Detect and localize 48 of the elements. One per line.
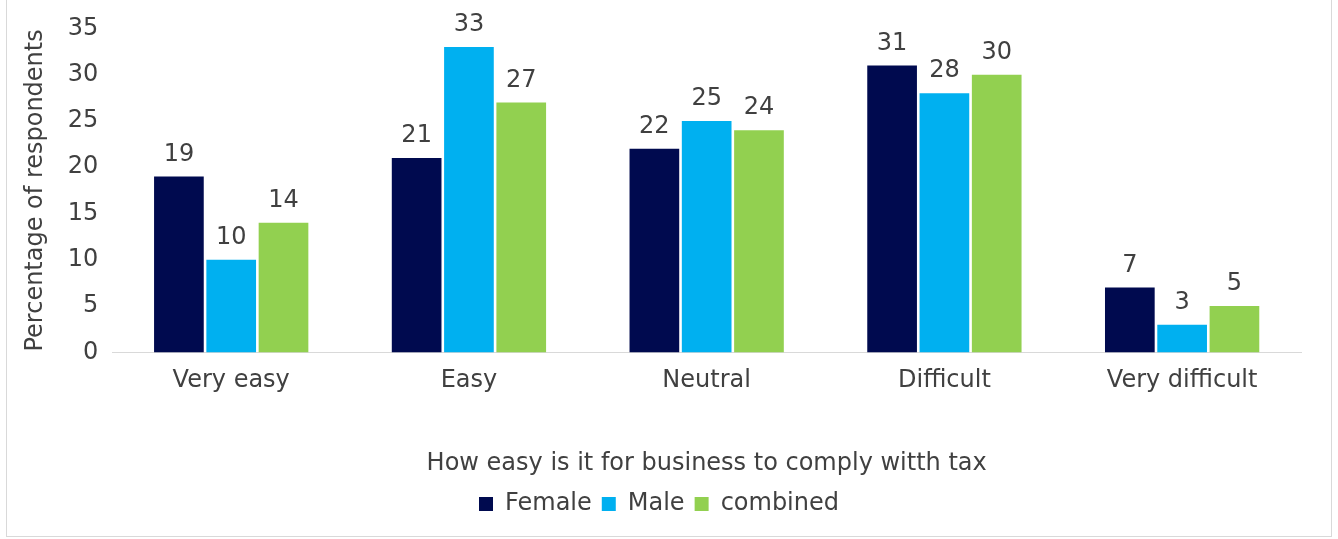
- bar: [206, 259, 257, 353]
- bar: [391, 158, 442, 353]
- data-label: 31: [876, 27, 908, 56]
- data-label: 19: [163, 138, 195, 167]
- bar: [1104, 287, 1155, 353]
- legend-label: Male: [627, 488, 685, 517]
- x-axis-title: How easy is it for business to comply witth tax: [426, 447, 987, 476]
- y-tick-label: 30: [67, 58, 99, 87]
- x-tick-label: Neutral: [662, 365, 751, 394]
- bar: [444, 46, 494, 353]
- data-label: 30: [981, 36, 1012, 65]
- bar: [1209, 306, 1260, 353]
- data-label: 22: [639, 110, 670, 139]
- data-label: 24: [743, 92, 775, 121]
- data-label: 27: [505, 64, 537, 93]
- data-label: 28: [929, 55, 960, 84]
- x-tick-label: Very difficult: [1106, 365, 1258, 394]
- bar: [496, 102, 547, 353]
- y-tick-label: 15: [67, 197, 99, 226]
- y-axis-title: Percentage of respondents: [19, 29, 48, 352]
- bar: [629, 148, 680, 353]
- y-tick-label: 10: [67, 244, 99, 273]
- y-tick-label: 0: [83, 336, 99, 365]
- data-label: 25: [691, 83, 722, 112]
- x-tick-label: Difficult: [897, 365, 991, 394]
- bar: [154, 176, 204, 353]
- y-tick-label: 5: [83, 290, 99, 319]
- data-label: 3: [1174, 286, 1190, 315]
- y-tick-label: 25: [67, 105, 99, 134]
- y-tick-label: 20: [67, 151, 99, 180]
- bar: [919, 93, 970, 353]
- bar: [258, 222, 309, 353]
- data-label: 5: [1226, 268, 1243, 297]
- x-tick-label: Easy: [440, 365, 498, 394]
- data-label: 21: [401, 120, 432, 149]
- bar: [734, 130, 784, 353]
- data-label: 7: [1122, 249, 1138, 278]
- bar: [971, 74, 1022, 353]
- data-label: 14: [268, 185, 299, 214]
- x-tick-label: Very easy: [172, 365, 290, 394]
- bar: [1157, 324, 1207, 353]
- data-label: 33: [453, 9, 485, 38]
- bar: [681, 120, 732, 353]
- data-label: 10: [215, 222, 247, 251]
- y-tick-label: 35: [67, 12, 99, 41]
- bar: [867, 65, 917, 353]
- legend-label: combined: [720, 488, 839, 517]
- legend-label: Female: [505, 488, 592, 517]
